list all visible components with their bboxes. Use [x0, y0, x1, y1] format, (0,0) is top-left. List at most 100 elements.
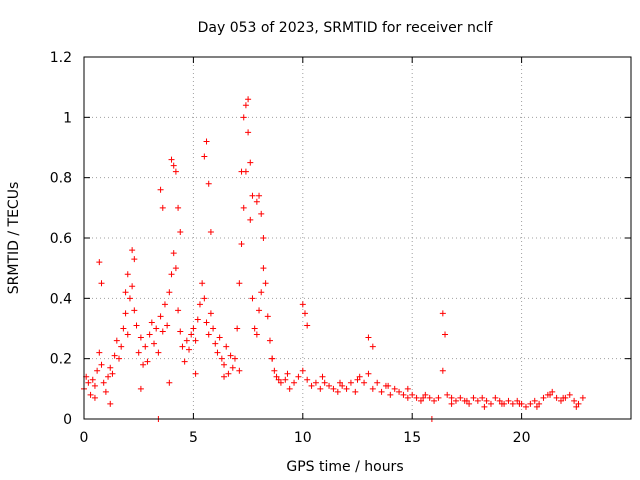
data-point — [251, 325, 258, 332]
x-tick-label: 10 — [294, 430, 312, 446]
data-point — [153, 325, 160, 332]
data-point — [201, 153, 208, 160]
data-point — [107, 364, 114, 371]
data-point — [175, 204, 182, 211]
data-point — [466, 400, 473, 407]
data-point — [457, 394, 464, 401]
data-point — [275, 376, 282, 383]
data-point — [262, 280, 269, 287]
data-point — [334, 388, 341, 395]
data-point — [124, 331, 131, 338]
data-point — [85, 379, 92, 386]
axis-ticks: 0 5 10 15 20 0 0.2 0.4 0.6 0.8 1 1.2 — [50, 50, 631, 446]
data-point — [236, 280, 243, 287]
data-point — [135, 349, 142, 356]
data-point — [573, 403, 580, 410]
data-point — [354, 376, 361, 383]
data-point — [192, 370, 199, 377]
data-point — [177, 228, 184, 235]
data-point — [579, 394, 586, 401]
data-point — [122, 289, 129, 296]
data-point — [157, 186, 164, 193]
data-point — [540, 394, 547, 401]
data-point — [347, 379, 354, 386]
y-tick-label: 0.8 — [50, 171, 72, 187]
data-point — [330, 385, 337, 392]
data-point — [260, 265, 267, 272]
x-tick-label: 0 — [80, 430, 89, 446]
data-point — [186, 346, 193, 353]
data-point — [575, 400, 582, 407]
data-point — [91, 382, 98, 389]
y-tick-label: 0 — [63, 412, 72, 428]
data-point — [221, 361, 228, 368]
data-point — [199, 280, 206, 287]
data-point — [98, 361, 105, 368]
data-point — [210, 325, 217, 332]
data-point — [238, 241, 245, 248]
data-point — [207, 310, 214, 317]
data-point — [400, 391, 407, 398]
data-point — [571, 397, 578, 404]
data-point — [326, 382, 333, 389]
data-point — [299, 367, 306, 374]
data-point — [155, 349, 162, 356]
data-point — [131, 256, 138, 263]
y-tick-label: 1 — [63, 110, 72, 126]
data-point — [374, 379, 381, 386]
data-point — [181, 358, 188, 365]
data-point — [183, 337, 190, 344]
data-point — [102, 388, 109, 395]
data-point — [172, 168, 179, 175]
data-point — [258, 289, 265, 296]
data-point — [245, 129, 252, 136]
data-point — [396, 388, 403, 395]
data-point — [133, 322, 140, 329]
data-point — [387, 391, 394, 398]
data-point — [422, 391, 429, 398]
data-point — [190, 325, 197, 332]
data-point — [203, 138, 210, 145]
data-point — [514, 397, 521, 404]
data-point — [240, 204, 247, 211]
data-point — [509, 400, 516, 407]
data-point — [365, 334, 372, 341]
data-point — [291, 379, 298, 386]
data-point — [560, 394, 567, 401]
chart-title: Day 053 of 2023, SRMTID for receiver ncl… — [198, 20, 494, 36]
data-point — [553, 394, 560, 401]
data-point — [282, 376, 289, 383]
data-point — [159, 328, 166, 335]
data-point — [439, 310, 446, 317]
y-tick-label: 0.6 — [50, 231, 72, 247]
data-point — [266, 337, 273, 344]
data-point — [269, 355, 276, 362]
data-point — [100, 379, 107, 386]
data-point — [253, 198, 260, 205]
data-point — [207, 228, 214, 235]
data-point — [242, 102, 249, 109]
data-point — [312, 379, 319, 386]
data-point — [339, 382, 346, 389]
data-point — [439, 367, 446, 374]
data-point — [299, 301, 306, 308]
data-point — [229, 364, 236, 371]
data-point — [118, 343, 125, 350]
data-point — [304, 376, 311, 383]
data-point — [356, 373, 363, 380]
data-point — [168, 271, 175, 278]
data-point — [227, 352, 234, 359]
data-point — [122, 310, 129, 317]
data-point — [527, 400, 534, 407]
data-point — [146, 331, 153, 338]
data-point — [194, 316, 201, 323]
data-point — [304, 322, 311, 329]
data-point — [245, 96, 252, 103]
data-point — [126, 295, 133, 302]
data-point — [505, 397, 512, 404]
data-point — [247, 159, 254, 166]
data-point — [361, 379, 368, 386]
data-point — [492, 394, 499, 401]
data-point — [413, 394, 420, 401]
